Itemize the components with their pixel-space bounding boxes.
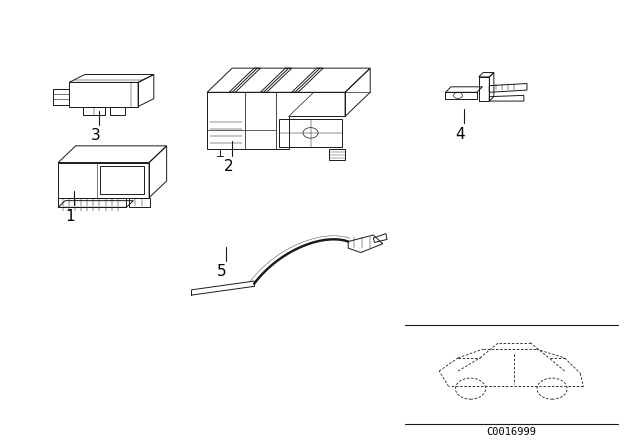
Text: 3: 3 <box>91 128 100 143</box>
Text: 5: 5 <box>218 264 227 280</box>
Text: 4: 4 <box>456 126 465 142</box>
Text: C0016999: C0016999 <box>486 427 536 437</box>
Text: 1: 1 <box>65 209 75 224</box>
Text: 2: 2 <box>223 159 233 174</box>
